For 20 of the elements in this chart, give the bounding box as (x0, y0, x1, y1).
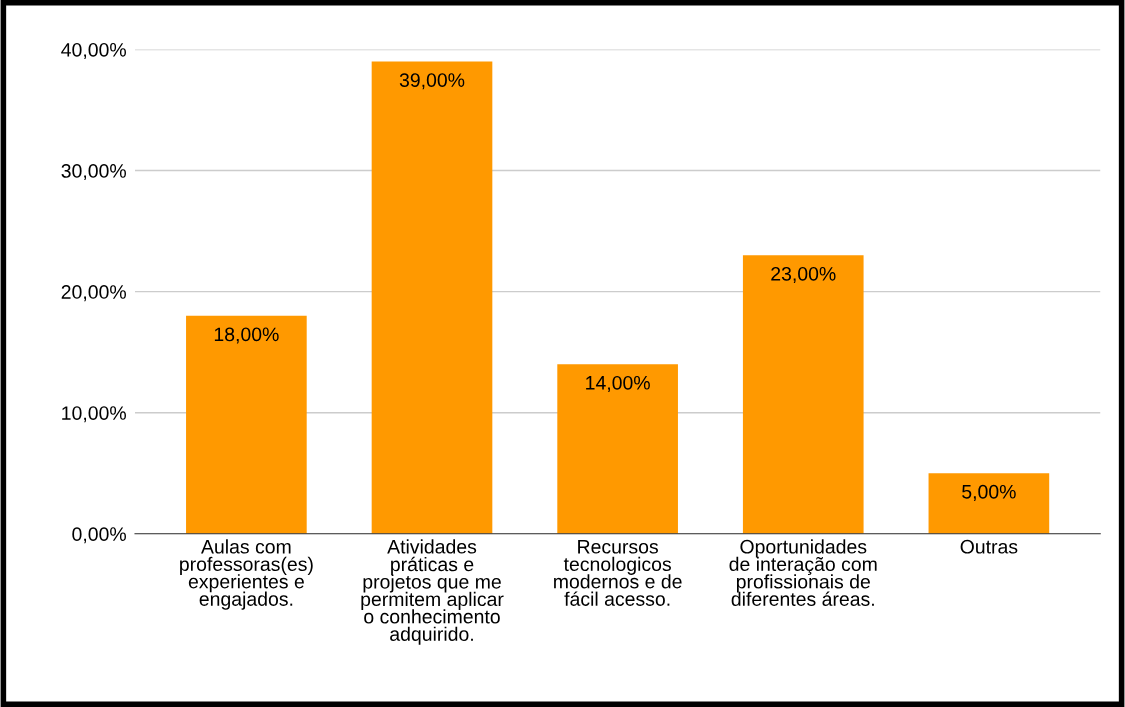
bar (928, 473, 1050, 534)
bar (557, 364, 678, 534)
bar (371, 61, 493, 534)
bar (186, 315, 307, 534)
x-tick-label: Atividades práticas e projetos que me permitem aplicar o conhecimento adquirido. (361, 539, 504, 645)
y-tick-label: 0,00% (72, 527, 126, 544)
data-label: 14,00% (586, 375, 650, 392)
y-tick-label: 30,00% (61, 164, 126, 181)
data-label: 39,00% (399, 73, 465, 90)
x-tick-label: Aulas com professoras(es) experientes e engajados. (180, 539, 313, 610)
y-tick-label: 10,00% (62, 406, 126, 423)
y-tick-label: 20,00% (61, 285, 126, 302)
data-label: 23,00% (771, 266, 836, 284)
x-tick-label: Outras (960, 539, 1018, 554)
x-tick-label: Oportunidades de interação com profissionais de diferentes áreas. (729, 539, 877, 606)
x-tick-label: Recursos tecnologicos modernos e de fácil acesso. (554, 540, 682, 606)
data-label: 18,00% (214, 327, 279, 344)
y-tick-label: 40,00% (61, 42, 126, 60)
bar (742, 255, 864, 534)
data-label: 5,00% (962, 484, 1016, 501)
